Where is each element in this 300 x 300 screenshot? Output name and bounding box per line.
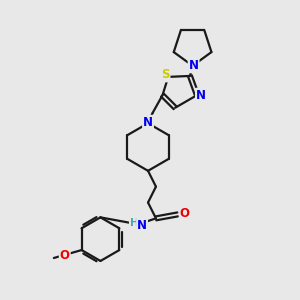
Text: N: N (143, 116, 153, 129)
Text: O: O (60, 248, 70, 262)
Text: O: O (180, 207, 190, 220)
Text: N: N (189, 59, 199, 72)
Text: N: N (137, 219, 147, 232)
Text: N: N (196, 89, 206, 102)
Text: S: S (161, 68, 170, 81)
Text: H: H (130, 218, 139, 228)
